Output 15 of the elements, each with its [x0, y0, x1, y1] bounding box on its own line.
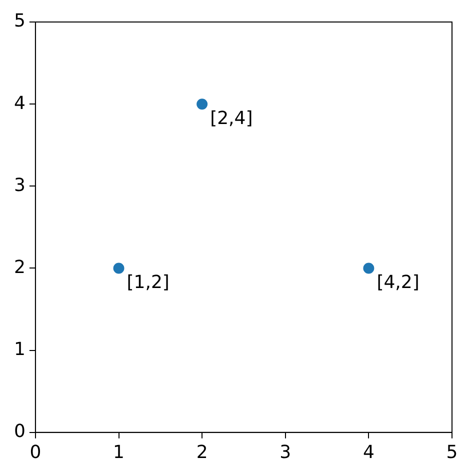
y-tick-label: 4: [14, 92, 26, 114]
x-tick-label: 4: [362, 442, 374, 463]
y-tick-label: 0: [14, 421, 26, 442]
x-tick-label: 5: [446, 442, 458, 463]
x-tick-label: 1: [113, 442, 124, 463]
annotation: [2,4]: [210, 108, 253, 129]
x-tick-label: 2: [196, 442, 208, 463]
x-tick-label: 0: [30, 442, 42, 463]
annotation: [1,2]: [126, 272, 170, 293]
y-tick-label: 2: [14, 256, 26, 278]
y-tick-label: 5: [14, 10, 26, 32]
x-tick-label: 3: [280, 442, 292, 463]
y-tick-label: 1: [14, 338, 26, 360]
annotation: [4,2]: [376, 272, 420, 293]
y-tick-label: 3: [14, 174, 26, 196]
